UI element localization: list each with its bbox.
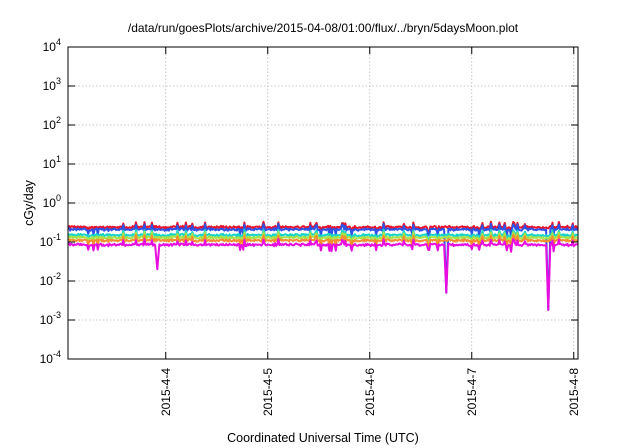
y-tick-base: 10 [43, 118, 57, 132]
series-line [67, 238, 579, 311]
y-tick-exponent: -4 [53, 349, 61, 359]
y-tick-label: 10-3 [40, 310, 61, 327]
y-tick-exponent: 3 [56, 76, 61, 86]
y-tick-exponent: -1 [53, 232, 61, 242]
y-tick-base: 10 [43, 196, 57, 210]
x-axis-label: Coordinated Universal Time (UTC) [227, 431, 419, 445]
x-tick-label: 2015-4-5 [261, 368, 275, 416]
series-line [67, 222, 579, 311]
y-tick-base: 10 [43, 40, 57, 54]
y-tick-exponent: 2 [56, 115, 61, 125]
y-tick-exponent: -2 [53, 271, 61, 281]
y-tick-exponent: 1 [56, 154, 61, 164]
chart-title: /data/run/goesPlots/archive/2015-04-08/0… [128, 21, 519, 35]
x-tick-label: 2015-4-7 [465, 368, 479, 416]
y-tick-label: 103 [43, 76, 61, 93]
x-tick-label: 2015-4-4 [159, 368, 173, 416]
y-tick-base: 10 [40, 352, 54, 366]
series-group [67, 220, 579, 311]
y-tick-label: 10-4 [40, 349, 61, 366]
y-tick-base: 10 [40, 313, 54, 327]
y-tick-base: 10 [40, 274, 54, 288]
x-ticks: 2015-4-4 2015-4-5 2015-4-6 2015-4-7 2015-4-8 [159, 47, 581, 416]
y-tick-base: 10 [43, 157, 57, 171]
y-axis-label: cGy/day [22, 179, 36, 226]
y-tick-label: 101 [43, 154, 61, 171]
y-tick-base: 10 [43, 79, 57, 93]
y-tick-exponent: 0 [56, 193, 61, 203]
y-tick-label: 10-1 [40, 232, 61, 249]
y-tick-exponent: 4 [56, 37, 61, 47]
y-tick-base: 10 [40, 235, 54, 249]
y-tick-label: 100 [43, 193, 61, 210]
x-tick-label: 2015-4-8 [567, 368, 581, 416]
y-tick-label: 104 [43, 37, 61, 54]
plot-frame [67, 46, 579, 360]
y-tick-label: 10-2 [40, 271, 61, 288]
y-tick-exponent: -3 [53, 310, 61, 320]
x-tick-label: 2015-4-6 [363, 368, 377, 416]
y-tick-label: 102 [43, 115, 61, 132]
grid [68, 46, 578, 360]
